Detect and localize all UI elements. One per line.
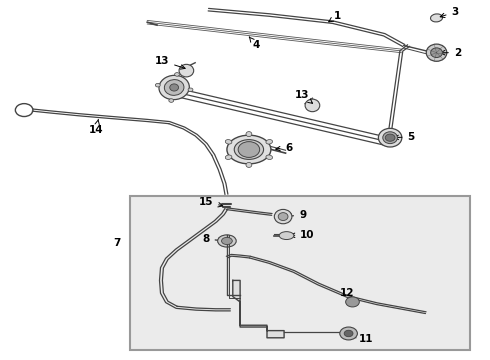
Text: 12: 12 [340,288,354,301]
Ellipse shape [179,64,194,77]
Ellipse shape [225,155,232,159]
Ellipse shape [159,75,189,100]
Text: 2: 2 [441,48,461,58]
Text: 5: 5 [394,132,415,142]
Ellipse shape [164,80,184,95]
Ellipse shape [218,235,236,247]
Ellipse shape [174,73,179,76]
Text: 10: 10 [291,230,315,240]
Text: 14: 14 [89,119,103,135]
Ellipse shape [266,155,272,159]
Ellipse shape [155,84,160,87]
Bar [130,196,470,350]
Ellipse shape [225,140,232,144]
Ellipse shape [274,210,292,224]
Ellipse shape [227,135,271,164]
Ellipse shape [431,48,442,58]
Ellipse shape [221,237,232,244]
Ellipse shape [170,84,178,91]
Text: 15: 15 [198,197,222,207]
Text: 13: 13 [294,90,313,103]
Circle shape [345,297,359,307]
Text: 1: 1 [329,11,342,22]
Text: 11: 11 [352,333,373,343]
Text: 8: 8 [202,234,223,244]
Circle shape [385,134,395,141]
Ellipse shape [378,129,402,147]
Circle shape [344,330,353,337]
Text: 3: 3 [440,7,459,18]
Ellipse shape [431,14,442,22]
Text: 6: 6 [276,143,293,153]
Text: 13: 13 [155,56,185,69]
Ellipse shape [278,213,288,221]
Text: 9: 9 [287,210,306,220]
Polygon shape [233,280,284,338]
Ellipse shape [266,140,272,144]
Ellipse shape [279,231,294,239]
Ellipse shape [246,132,252,136]
Ellipse shape [169,99,174,102]
Ellipse shape [188,88,193,91]
Ellipse shape [305,99,320,112]
Text: 4: 4 [249,37,259,50]
Circle shape [238,141,260,157]
Ellipse shape [426,44,447,61]
Ellipse shape [383,132,397,144]
Ellipse shape [246,162,252,167]
Circle shape [340,327,357,340]
Ellipse shape [234,140,264,159]
Text: 7: 7 [113,238,121,248]
